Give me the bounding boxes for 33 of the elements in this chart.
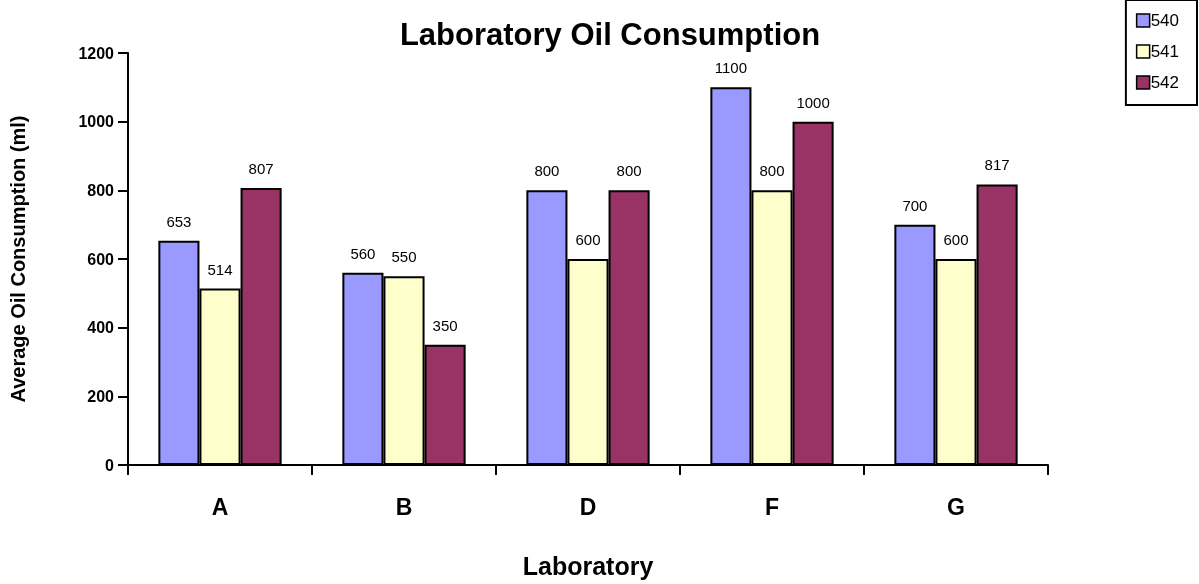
data-label: 600 bbox=[575, 231, 601, 248]
y-tick-label: 800 bbox=[87, 181, 115, 199]
x-tick-label: F bbox=[764, 493, 780, 520]
data-label: 653 bbox=[166, 212, 192, 230]
y-tick-label: 1000 bbox=[78, 113, 115, 131]
data-label: 800 bbox=[534, 162, 560, 180]
data-label: 514 bbox=[207, 260, 233, 278]
data-label: 700 bbox=[902, 196, 928, 214]
x-tick-label: A bbox=[211, 493, 229, 520]
data-label: 800 bbox=[759, 162, 785, 180]
y-tick-label: 200 bbox=[87, 387, 115, 405]
chart-title: Laboratory Oil Consumption bbox=[399, 17, 821, 52]
data-label: 560 bbox=[350, 244, 376, 262]
data-label: 350 bbox=[432, 316, 458, 334]
data-label: 1000 bbox=[796, 93, 830, 111]
data-label: 550 bbox=[391, 248, 417, 266]
data-label: 800 bbox=[616, 162, 642, 180]
x-tick-label: D bbox=[579, 493, 597, 520]
y-tick-label: 1200 bbox=[78, 44, 115, 62]
y-tick-label: 400 bbox=[87, 319, 115, 337]
x-tick-label: B bbox=[395, 493, 413, 520]
data-label: 807 bbox=[248, 159, 274, 177]
legend-label: 541 bbox=[1150, 42, 1180, 61]
data-label: 817 bbox=[984, 156, 1010, 174]
x-axis-title: Laboratory bbox=[522, 551, 654, 580]
x-tick-label: G bbox=[947, 493, 965, 520]
y-axis-title: Average Oil Consumption (ml) bbox=[7, 115, 29, 403]
data-label: 1100 bbox=[714, 59, 748, 77]
legend-label: 540 bbox=[1150, 11, 1180, 30]
y-tick-label: 0 bbox=[105, 456, 115, 474]
y-tick-label: 600 bbox=[87, 250, 115, 268]
data-label: 600 bbox=[943, 231, 969, 248]
legend-label: 542 bbox=[1150, 73, 1180, 92]
